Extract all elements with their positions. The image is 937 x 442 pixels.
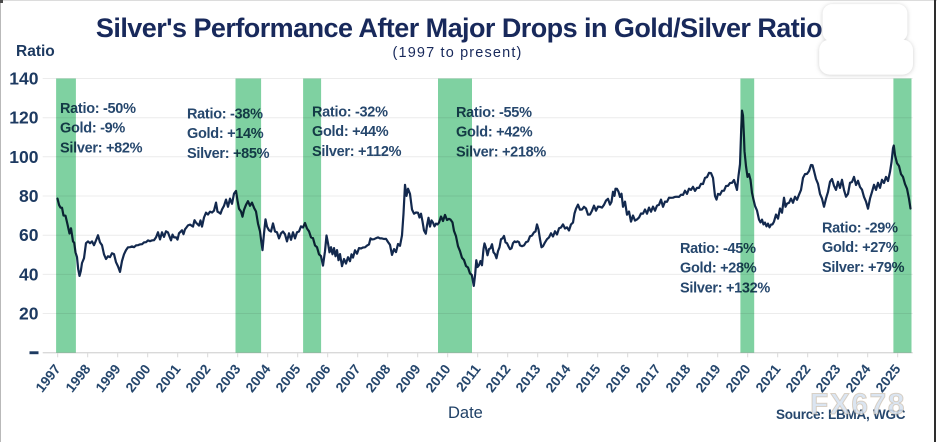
- svg-text:2008: 2008: [363, 361, 394, 395]
- svg-text:2004: 2004: [243, 361, 274, 395]
- svg-text:Gold: +42%: Gold: +42%: [456, 125, 533, 141]
- svg-text:2005: 2005: [273, 361, 304, 395]
- svg-text:2011: 2011: [453, 361, 483, 394]
- svg-text:Gold: +44%: Gold: +44%: [312, 124, 389, 140]
- svg-text:Gold: +27%: Gold: +27%: [822, 240, 899, 256]
- svg-text:2010: 2010: [423, 361, 454, 395]
- svg-text:Ratio: -32%: Ratio: -32%: [312, 105, 388, 121]
- svg-text:Ratio: -45%: Ratio: -45%: [680, 241, 756, 257]
- svg-text:Gold: -9%: Gold: -9%: [60, 121, 125, 137]
- svg-text:1998: 1998: [63, 361, 94, 395]
- svg-text:Silver: +82%: Silver: +82%: [60, 140, 143, 156]
- svg-text:2001: 2001: [153, 361, 184, 395]
- svg-text:140: 140: [9, 69, 38, 89]
- svg-text:20: 20: [19, 304, 39, 324]
- svg-text:2009: 2009: [393, 361, 424, 395]
- svg-text:2021: 2021: [753, 361, 784, 395]
- svg-text:40: 40: [19, 264, 39, 284]
- svg-text:2012: 2012: [483, 361, 514, 395]
- svg-text:Silver: +218%: Silver: +218%: [456, 144, 546, 160]
- svg-text:2015: 2015: [573, 361, 604, 395]
- svg-text:Silver: +112%: Silver: +112%: [312, 144, 402, 160]
- svg-text:60: 60: [19, 225, 39, 245]
- svg-text:Ratio: -55%: Ratio: -55%: [456, 105, 532, 121]
- svg-text:2013: 2013: [513, 361, 544, 395]
- svg-text:80: 80: [19, 186, 39, 206]
- svg-text:1997: 1997: [33, 361, 64, 395]
- svg-text:2019: 2019: [693, 361, 724, 395]
- svg-text:Silver: +79%: Silver: +79%: [822, 260, 905, 276]
- svg-text:2003: 2003: [213, 361, 244, 395]
- svg-text:2002: 2002: [183, 361, 214, 395]
- svg-text:1999: 1999: [93, 361, 124, 395]
- svg-text:Silver: +132%: Silver: +132%: [680, 280, 770, 296]
- svg-text:2020: 2020: [723, 361, 754, 395]
- svg-text:100: 100: [9, 147, 38, 167]
- svg-text:2014: 2014: [543, 361, 574, 395]
- svg-text:2018: 2018: [663, 361, 694, 395]
- svg-text:Ratio: -50%: Ratio: -50%: [60, 101, 136, 117]
- svg-text:2006: 2006: [303, 361, 334, 395]
- svg-text:2017: 2017: [633, 361, 664, 395]
- svg-text:2000: 2000: [123, 361, 154, 395]
- svg-text:Ratio: -29%: Ratio: -29%: [822, 221, 898, 237]
- svg-text:Gold: +28%: Gold: +28%: [680, 261, 757, 277]
- svg-text:120: 120: [9, 108, 38, 128]
- svg-text:2016: 2016: [603, 361, 634, 395]
- svg-text:2007: 2007: [333, 361, 364, 395]
